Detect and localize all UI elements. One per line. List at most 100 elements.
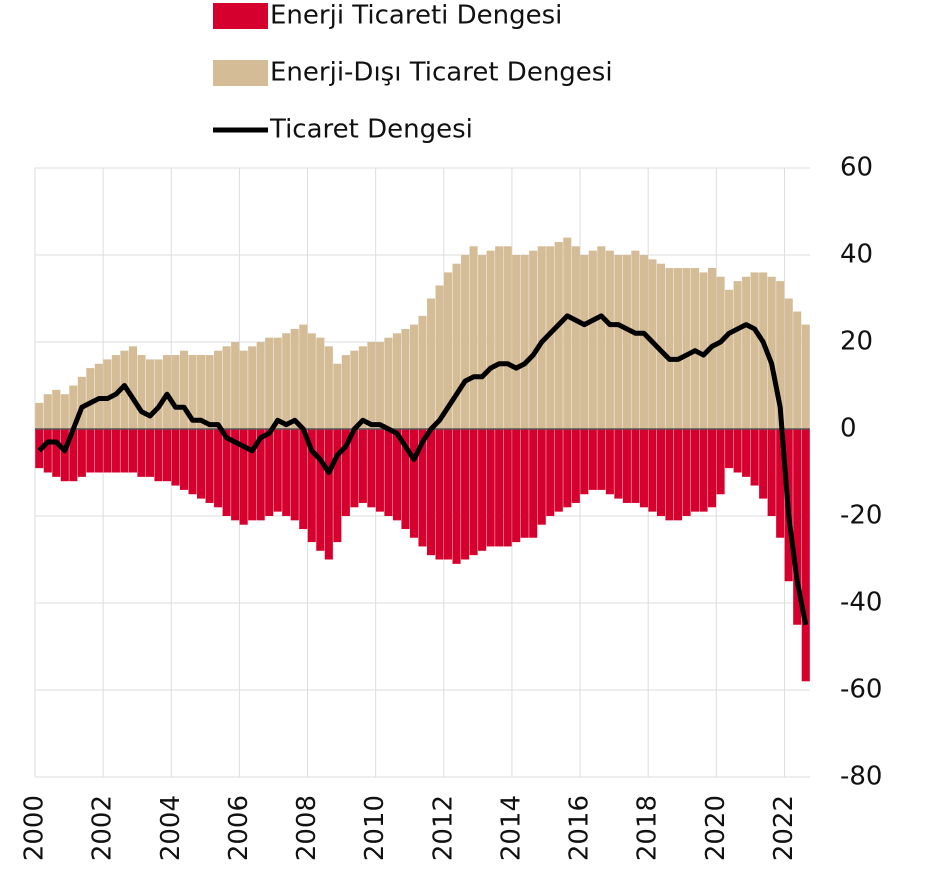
bar [656, 263, 666, 429]
bar [239, 350, 248, 429]
y-tick-label: 40 [840, 240, 873, 270]
bar [214, 429, 223, 508]
bar [418, 315, 427, 429]
bar [784, 298, 793, 429]
x-tick-label: 2020 [701, 795, 731, 861]
bar [154, 359, 163, 429]
bar [580, 429, 589, 495]
bar [605, 250, 614, 429]
x-tick-label: 2008 [292, 795, 322, 861]
bar [350, 429, 359, 508]
bar [537, 246, 546, 429]
bar [486, 429, 495, 547]
bar [290, 328, 299, 429]
bar [401, 328, 410, 429]
bar [256, 429, 265, 521]
bar [469, 246, 478, 429]
bar [205, 429, 214, 503]
bar [375, 429, 384, 512]
bar [478, 429, 487, 551]
bar [222, 429, 231, 516]
bar [77, 429, 86, 477]
bar [426, 298, 436, 429]
bar [622, 429, 631, 503]
bar [290, 429, 299, 521]
x-tick-label: 2006 [224, 795, 254, 861]
bar [162, 429, 172, 482]
bar [248, 429, 257, 521]
bar [512, 255, 521, 429]
x-tick-label: 2014 [496, 795, 526, 861]
bar [461, 429, 470, 560]
bar [435, 429, 444, 560]
bar [725, 289, 734, 429]
bar [614, 429, 623, 499]
bar [273, 337, 282, 429]
bar [639, 429, 648, 508]
bar [60, 429, 69, 482]
bar [231, 342, 240, 429]
x-tick-label: 2002 [88, 795, 118, 861]
bar [520, 429, 529, 538]
bar [512, 429, 521, 543]
bar [495, 246, 504, 429]
bar [444, 272, 453, 429]
bar [563, 237, 572, 429]
bar [137, 355, 146, 429]
bar [444, 429, 453, 560]
bar [154, 429, 163, 482]
bar [750, 429, 759, 486]
bar [231, 429, 240, 521]
bar [282, 333, 291, 429]
bar [52, 429, 61, 477]
bar [384, 429, 393, 516]
bar [43, 429, 52, 473]
legend-label: Enerji-Dışı Ticaret Dengesi [270, 58, 613, 88]
y-tick-label: -40 [840, 588, 882, 618]
bar [571, 429, 580, 503]
bar [622, 255, 631, 429]
bar [478, 255, 487, 429]
bar [776, 281, 785, 429]
bar [656, 429, 666, 516]
bar [546, 429, 555, 516]
bar [265, 337, 274, 429]
bar [103, 359, 112, 429]
bar [188, 355, 197, 429]
bar [716, 429, 725, 495]
bar [725, 429, 734, 469]
bar [358, 346, 367, 429]
bar [86, 429, 95, 473]
bar [614, 255, 623, 429]
bar [699, 272, 708, 429]
bar [145, 359, 155, 429]
bar [742, 276, 751, 429]
bar [452, 429, 461, 564]
bar [197, 429, 206, 499]
bar [529, 250, 538, 429]
bar [554, 241, 563, 429]
bar [392, 429, 401, 521]
bar [767, 429, 776, 516]
bar [648, 429, 657, 512]
y-tick-label: 0 [840, 414, 857, 444]
bar [341, 429, 350, 516]
bar [409, 429, 419, 538]
bar [333, 429, 342, 543]
bar [639, 255, 648, 429]
bar [375, 342, 384, 429]
bar [537, 429, 546, 525]
bar [461, 255, 470, 429]
x-tick-label: 2016 [565, 795, 595, 861]
bar [401, 429, 410, 530]
bar [367, 342, 376, 429]
legend-swatch [213, 3, 268, 29]
x-tick-label: 2022 [769, 795, 799, 861]
bar [299, 429, 308, 530]
bar [214, 350, 223, 429]
bar [801, 429, 810, 682]
bar [776, 429, 785, 538]
bar [597, 429, 606, 490]
bar [708, 429, 717, 508]
bar [759, 429, 768, 499]
